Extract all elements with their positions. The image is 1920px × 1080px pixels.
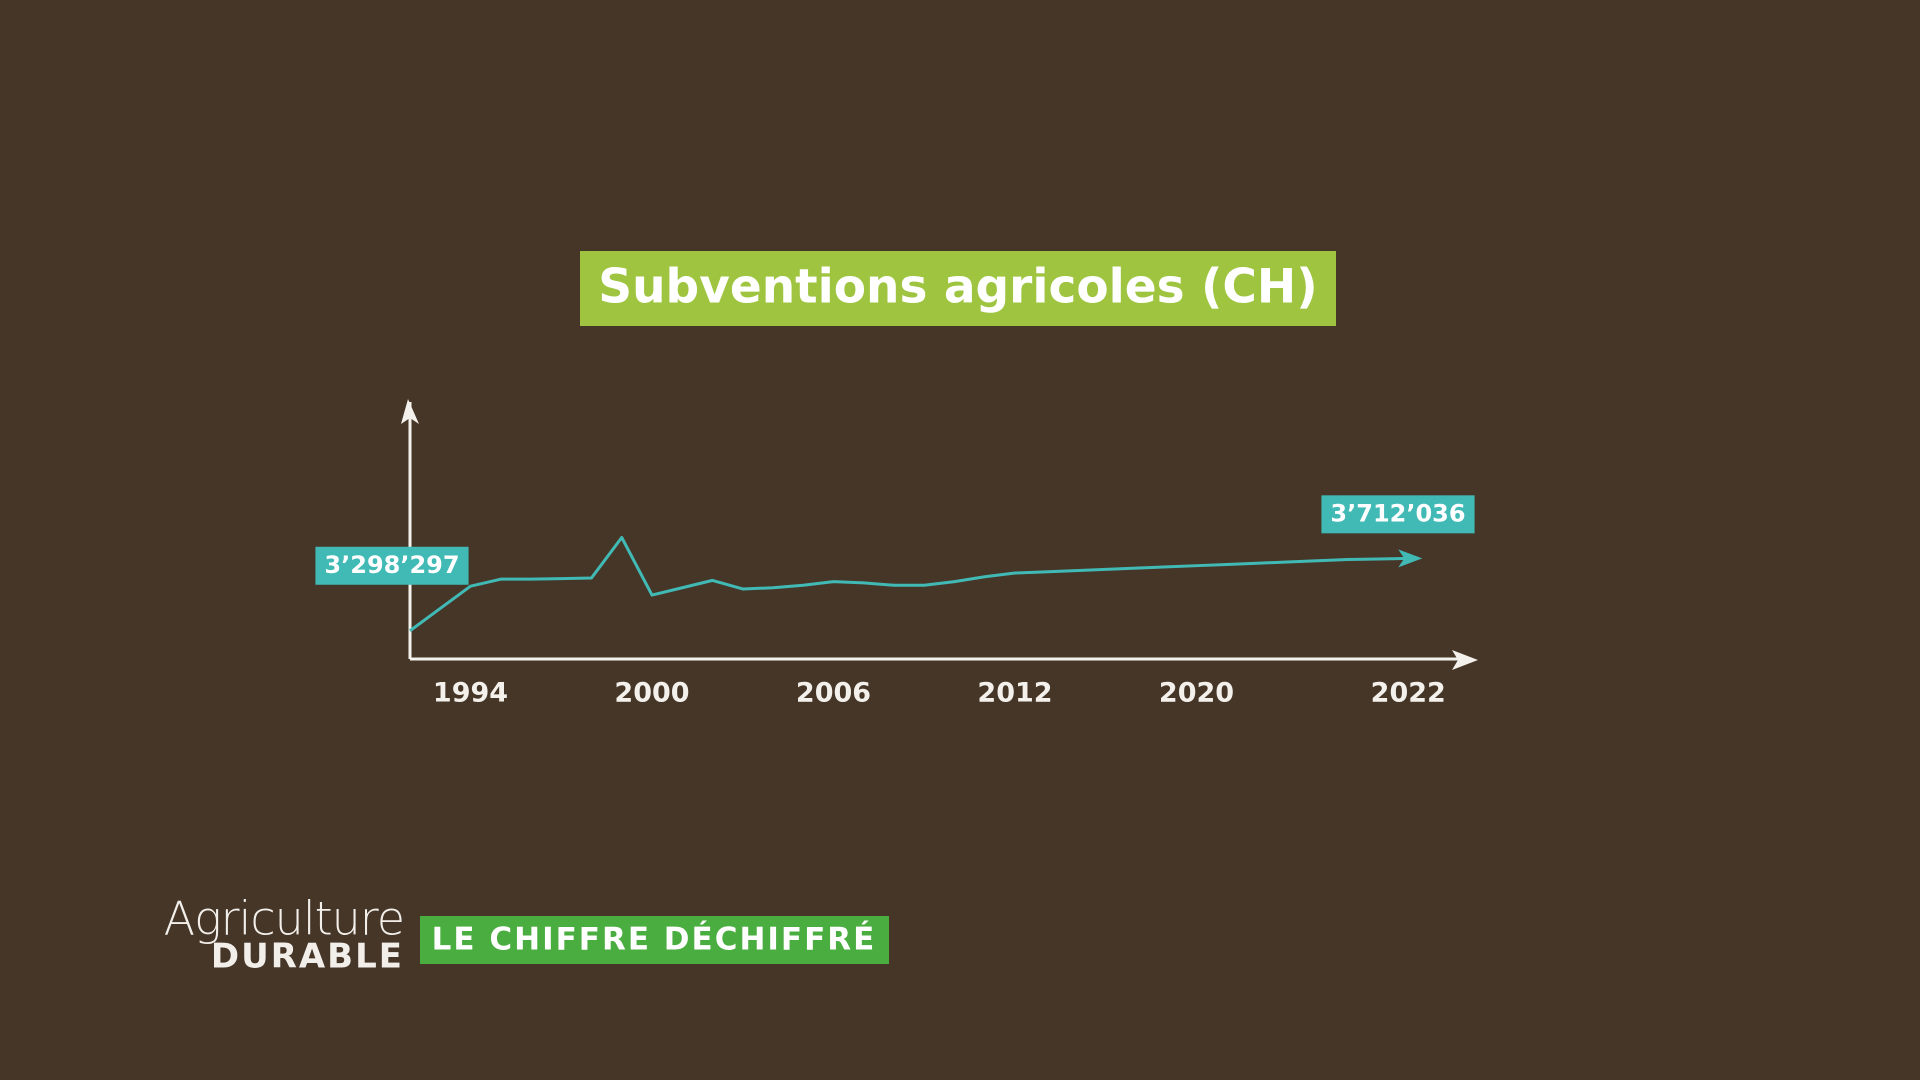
value-label: 3’298’297 xyxy=(324,551,459,579)
line-arrowhead xyxy=(1398,549,1423,568)
data-line xyxy=(409,536,1409,632)
value-label-box xyxy=(1321,495,1475,534)
x-tick-label: 2020 xyxy=(1159,678,1234,709)
x-tick-label: 1994 xyxy=(433,678,508,709)
x-tick-label: 2022 xyxy=(1371,678,1446,709)
tag: LE CHIFFRE DÉCHIFFRÉ xyxy=(432,922,877,958)
tag-box xyxy=(420,916,889,964)
x-tick-label: 2012 xyxy=(977,678,1052,709)
value-label-box xyxy=(315,546,469,585)
x-axis-arrow xyxy=(1452,650,1478,670)
y-axis-arrow xyxy=(401,399,419,424)
chart-title: Subventions agricoles (CH) xyxy=(598,260,1318,315)
x-tick-label: 2000 xyxy=(614,678,689,709)
title-box xyxy=(580,251,1336,326)
value-label: 3’712’036 xyxy=(1330,499,1465,527)
brand-name: Agriculture xyxy=(164,892,404,946)
x-tick-label: 2006 xyxy=(796,678,871,709)
brand-sub: DURABLE xyxy=(211,937,404,977)
